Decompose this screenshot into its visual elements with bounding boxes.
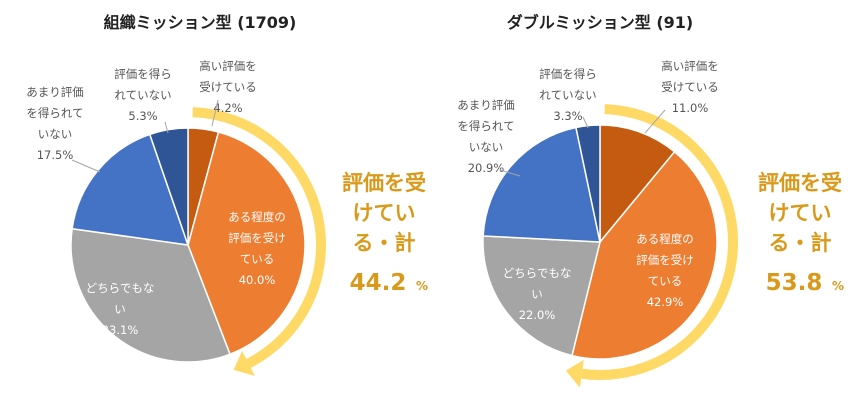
- slice-label: あまり評価を得られていない 17.5%: [26, 85, 84, 162]
- slice-value-label: 3.3%: [553, 109, 582, 123]
- slice-label: どちらでもない 33.1%: [86, 281, 155, 337]
- slice-value-label: 17.5%: [37, 148, 74, 162]
- leader-line: [211, 99, 219, 127]
- slice-label-line: い: [531, 287, 543, 301]
- pie-slice: [599, 124, 676, 245]
- slice-label-line: 評価を得ら: [114, 67, 172, 81]
- slice-value-label: 20.9%: [468, 161, 505, 175]
- slice-label: ある程度の評価を受けている 40.0%: [228, 210, 286, 287]
- slice-value-label: 42.9%: [647, 295, 684, 309]
- slice-label: 評価を得られていない 5.3%: [114, 67, 172, 123]
- pie-slice: [482, 235, 601, 357]
- summary-value: 53.8: [766, 270, 823, 296]
- slice-label-line: 高い評価を: [661, 59, 719, 73]
- pie-slice: [482, 126, 601, 243]
- slice-label-line: 評価を受け: [636, 253, 694, 267]
- slice-label-line: ある程度の: [636, 232, 694, 246]
- slice-label: あまり評価を得られていない 20.9%: [457, 98, 515, 175]
- pie-slice: [148, 127, 189, 246]
- slice-label-line: を得られて: [457, 119, 514, 133]
- slice-label-line: を得られて: [26, 106, 83, 120]
- leader-line: [71, 159, 101, 173]
- slice-label-line: 評価を得ら: [539, 67, 597, 81]
- slice-value-label: 11.0%: [672, 101, 709, 115]
- summary-label-line: る・計: [769, 231, 832, 255]
- slice-label-line: れていない: [114, 88, 171, 102]
- summary-label-line: 評価を受: [342, 171, 426, 195]
- slice-label: 高い評価を受けている 4.2%: [199, 59, 257, 115]
- slice-label-line: ている: [240, 252, 275, 266]
- slice-label-line: 受けている: [199, 80, 257, 94]
- slice-label-line: い: [114, 302, 126, 316]
- pie-slice: [187, 131, 306, 356]
- slice-value-label: 5.3%: [128, 109, 157, 123]
- slice-label: 評価を得られていない 3.3%: [539, 67, 597, 123]
- pie-chart-1: 高い評価を受けている 11.0%ある程度の評価を受けている 42.9%どちらでもない…: [457, 59, 844, 388]
- slice-label-line: れていない: [539, 88, 596, 102]
- summary-label: 評価を受けている・計: [342, 171, 426, 255]
- chart-title-double: ダブルミッション型 (91): [507, 13, 693, 32]
- slice-label-line: どちらでもな: [86, 281, 155, 295]
- slice-label-line: 受けている: [661, 80, 719, 94]
- slice-label-line: 評価を受け: [228, 231, 286, 245]
- slice-label-line: いない: [38, 127, 73, 141]
- summary-unit: %: [416, 279, 428, 293]
- slice-label-line: あまり評価: [457, 98, 515, 112]
- pie-chart-0: 高い評価を受けている 4.2% ある程度の評価を受けている 40.0% どちらでもない 3…: [26, 59, 428, 376]
- slice-label-line: いない: [469, 140, 504, 154]
- slice-value-label: 40.0%: [239, 273, 276, 287]
- leader-line: [644, 109, 666, 134]
- pie-slice: [571, 150, 718, 360]
- summary-label-line: 評価を受: [758, 171, 842, 195]
- leader-line: [582, 116, 589, 129]
- summary-arrowhead: [233, 351, 255, 376]
- slice-value-label: 33.1%: [102, 323, 139, 337]
- summary-value: 44.2: [350, 270, 407, 296]
- slice-value-label: 22.0%: [519, 308, 556, 322]
- summary-label-line: けてい: [353, 201, 416, 225]
- summary-unit: %: [832, 279, 844, 293]
- slice-label-line: あまり評価: [26, 85, 84, 99]
- leader-line: [499, 169, 521, 177]
- leader-line: [164, 121, 169, 134]
- slice-value-label: 4.2%: [213, 101, 242, 115]
- summary-arc: [581, 104, 738, 380]
- slice-label-line: 高い評価を: [199, 59, 257, 73]
- slice-label-line: ある程度の: [228, 210, 286, 224]
- summary-label: 評価を受けている・計: [758, 171, 842, 255]
- summary-arc: [192, 107, 326, 368]
- slice-label-line: ている: [648, 274, 683, 288]
- summary-label-line: けてい: [769, 201, 832, 225]
- pie-slice: [575, 124, 601, 243]
- chart-title-organizational: 組織ミッション型 (1709): [104, 13, 297, 32]
- slice-label-line: どちらでもな: [503, 266, 572, 280]
- summary-arrowhead: [565, 359, 584, 388]
- slice-label: ある程度の評価を受けている 42.9%: [636, 232, 694, 309]
- slice-label: どちらでもない 22.0%: [503, 266, 572, 322]
- summary-label-line: る・計: [353, 231, 416, 255]
- pie-slice: [70, 227, 231, 363]
- slice-label: 高い評価を受けている 11.0%: [661, 59, 719, 115]
